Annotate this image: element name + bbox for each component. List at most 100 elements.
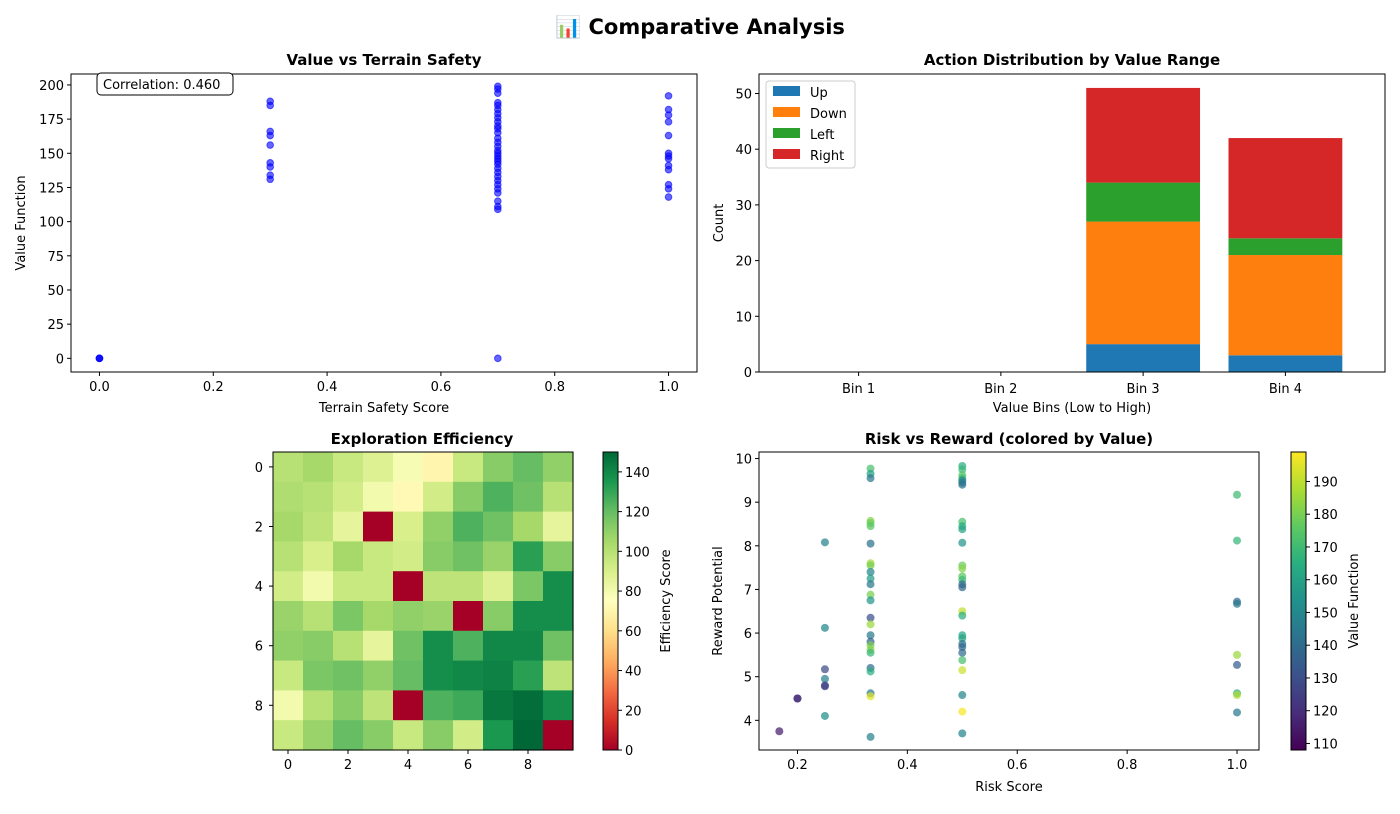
heatmap-cell xyxy=(363,452,394,483)
heatmap-cell xyxy=(363,511,394,542)
y-tick-label: 50 xyxy=(735,87,752,102)
scatter-point xyxy=(866,590,875,599)
colorbar-tick-label: 60 xyxy=(625,625,642,640)
x-tick-label: Bin 1 xyxy=(842,382,875,397)
scatter-point xyxy=(775,727,784,736)
bar-segment xyxy=(1086,182,1201,222)
x-tick-label: Bin 3 xyxy=(1127,382,1160,397)
scatter-point xyxy=(1233,599,1242,608)
scatter-point xyxy=(958,707,967,716)
legend-label-right: Right xyxy=(810,149,844,164)
y-tick-label: 20 xyxy=(735,255,752,270)
heatmap-cell xyxy=(513,481,544,513)
scatter-point xyxy=(958,643,967,652)
scatter-point xyxy=(793,694,802,703)
panel3-colorbar xyxy=(602,451,619,751)
heatmap-cell xyxy=(483,481,514,513)
scatter-point xyxy=(664,118,673,126)
panel1-ylabel: Value Function xyxy=(14,175,29,270)
scatter-point xyxy=(664,180,673,189)
y-tick-label: 9 xyxy=(744,496,752,511)
x-tick-label: 1.0 xyxy=(658,380,679,395)
y-tick-label: 7 xyxy=(744,583,752,598)
y-tick-label: 100 xyxy=(39,216,64,231)
heatmap-cell xyxy=(303,720,334,751)
x-tick-label: Bin 4 xyxy=(1269,382,1302,397)
scatter-point xyxy=(820,665,829,674)
y-tick-label: 25 xyxy=(47,318,64,333)
y-tick-label: 75 xyxy=(47,250,64,265)
bar-segment xyxy=(1086,344,1201,372)
scatter-point xyxy=(664,161,673,170)
correlation-text: Correlation: 0.460 xyxy=(103,78,220,93)
heatmap-cell xyxy=(543,601,574,632)
x-tick-label: 0.2 xyxy=(203,380,224,395)
x-tick-label: 0.0 xyxy=(89,380,110,395)
scatter-point xyxy=(664,149,673,158)
y-tick-label: 10 xyxy=(735,453,752,468)
bar-segment xyxy=(1228,238,1343,256)
x-tick-label: 1.0 xyxy=(1227,758,1248,773)
y-tick-label: 0 xyxy=(255,461,263,476)
heatmap-cell xyxy=(483,452,514,483)
scatter-point xyxy=(866,667,875,676)
x-tick-label: 4 xyxy=(404,758,412,773)
scatter-point xyxy=(1233,691,1242,700)
scatter-point xyxy=(664,105,673,114)
scatter-point xyxy=(866,574,875,583)
heatmap-cell xyxy=(363,660,394,691)
panel4-colorbar-label: Value Function xyxy=(1347,553,1362,648)
heatmap-cell xyxy=(393,690,424,721)
scatter-point xyxy=(866,522,875,531)
x-tick-label: 0 xyxy=(284,758,292,773)
heatmap-cell xyxy=(513,720,544,751)
heatmap-cell xyxy=(513,452,544,483)
heatmap-cell xyxy=(543,541,574,572)
colorbar-tick-label: 40 xyxy=(625,665,642,680)
heatmap-cell xyxy=(513,511,544,542)
heatmap-cell xyxy=(543,720,574,751)
y-tick-label: 4 xyxy=(744,714,752,729)
scatter-point xyxy=(664,131,673,140)
colorbar-tick-label: 20 xyxy=(625,704,642,719)
heatmap-cell xyxy=(543,660,574,691)
scatter-point xyxy=(866,692,875,701)
colorbar-tick-label: 120 xyxy=(1313,705,1338,720)
panel4-axes: 0.2 0.4 0.6 0.8 1.0 4 5 6 7 8 9 10 xyxy=(735,453,1247,773)
x-tick-label: 0.8 xyxy=(544,380,565,395)
correlation-annotation: Correlation: 0.460 xyxy=(96,72,234,96)
heatmap-cell xyxy=(333,511,364,542)
legend-swatch-right xyxy=(773,149,800,159)
heatmap-cell xyxy=(393,571,424,602)
scatter-point xyxy=(866,539,875,548)
heatmap-cell xyxy=(333,630,364,662)
heatmap-cell xyxy=(513,690,544,721)
heatmap-cell xyxy=(393,511,424,542)
scatter-point xyxy=(866,620,875,629)
heatmap-cell xyxy=(303,481,334,513)
panel2-ylabel: Count xyxy=(712,204,727,243)
panel3-frame xyxy=(272,451,574,751)
scatter-point xyxy=(494,82,502,91)
heatmap-cell xyxy=(303,571,334,602)
y-tick-label: 6 xyxy=(744,627,752,642)
heatmap-cell xyxy=(273,541,304,572)
heatmap-cell xyxy=(543,511,574,542)
heatmap-cell xyxy=(393,481,424,513)
scatter-point xyxy=(866,631,875,640)
panel4-ylabel: Reward Potential xyxy=(711,546,726,656)
heatmap-cell xyxy=(303,511,334,542)
panel1-xlabel: Terrain Safety Score xyxy=(318,401,449,416)
bar-segment xyxy=(1228,355,1343,372)
heatmap-cell xyxy=(393,601,424,632)
heatmap-cell xyxy=(423,452,454,483)
panel4-frame xyxy=(758,451,1260,751)
heatmap-cell xyxy=(453,720,484,751)
scatter-point xyxy=(958,465,967,474)
panel2-frame xyxy=(758,73,1386,373)
scatter-point xyxy=(494,98,502,107)
heatmap-cell xyxy=(513,571,544,602)
heatmap-cell xyxy=(513,541,544,572)
legend-swatch-down xyxy=(773,107,800,117)
scatter-point xyxy=(266,97,274,106)
